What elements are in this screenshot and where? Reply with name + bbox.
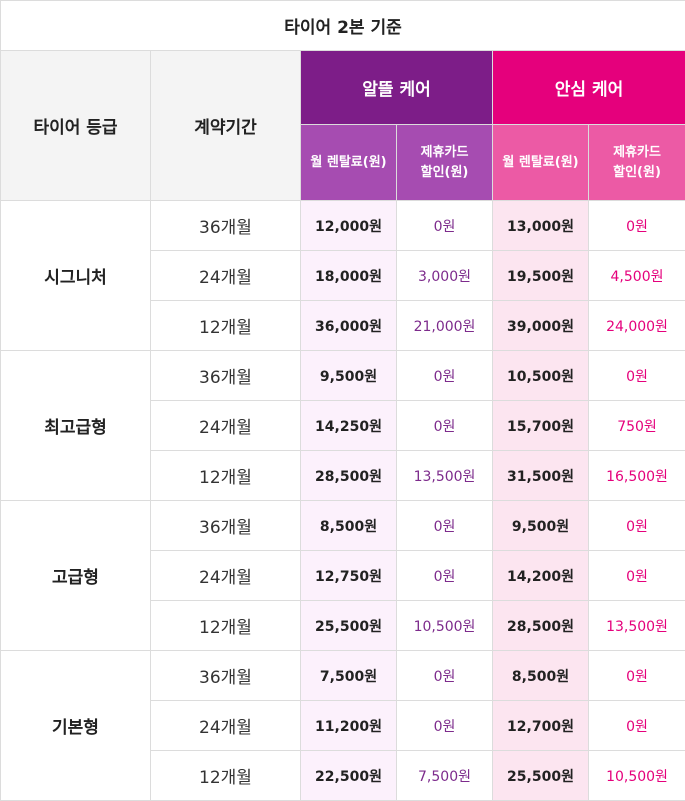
altl-card-discount: 0원 <box>397 351 493 401</box>
ansim-monthly-rent-header: 월 렌탈료(원) <box>493 125 589 201</box>
grade-name: 기본형 <box>1 651 151 801</box>
ansim-monthly-rent: 10,500원 <box>493 351 589 401</box>
ansim-card-discount: 4,500원 <box>589 251 685 301</box>
contract-term: 12개월 <box>151 451 301 501</box>
card-discount-label-line2: 할인(원) <box>613 165 661 180</box>
grade-header: 타이어 등급 <box>1 51 151 201</box>
ansim-monthly-rent: 28,500원 <box>493 601 589 651</box>
grade-name: 최고급형 <box>1 351 151 501</box>
ansim-card-discount: 13,500원 <box>589 601 685 651</box>
altl-card-discount: 0원 <box>397 401 493 451</box>
ansim-monthly-rent: 13,000원 <box>493 201 589 251</box>
ansim-monthly-rent: 12,700원 <box>493 701 589 751</box>
card-discount-label-line1: 제휴카드 <box>421 145 469 160</box>
altl-monthly-rent: 25,500원 <box>301 601 397 651</box>
grade-name: 고급형 <box>1 501 151 651</box>
ansim-monthly-rent: 8,500원 <box>493 651 589 701</box>
altl-monthly-rent: 22,500원 <box>301 751 397 801</box>
contract-term: 36개월 <box>151 501 301 551</box>
altl-card-discount: 0원 <box>397 501 493 551</box>
altl-monthly-rent-header: 월 렌탈료(원) <box>301 125 397 201</box>
ansim-monthly-rent: 25,500원 <box>493 751 589 801</box>
ansim-card-discount: 10,500원 <box>589 751 685 801</box>
contract-term: 36개월 <box>151 651 301 701</box>
ansim-monthly-rent: 31,500원 <box>493 451 589 501</box>
ansim-card-discount: 0원 <box>589 201 685 251</box>
altl-care-header: 알뜰 케어 <box>301 51 493 125</box>
altl-monthly-rent: 36,000원 <box>301 301 397 351</box>
contract-term: 36개월 <box>151 351 301 401</box>
ansim-card-discount: 0원 <box>589 351 685 401</box>
altl-card-discount: 3,000원 <box>397 251 493 301</box>
altl-monthly-rent: 7,500원 <box>301 651 397 701</box>
ansim-care-header: 안심 케어 <box>493 51 685 125</box>
contract-term: 24개월 <box>151 251 301 301</box>
ansim-card-discount: 0원 <box>589 551 685 601</box>
altl-card-discount: 13,500원 <box>397 451 493 501</box>
altl-monthly-rent: 11,200원 <box>301 701 397 751</box>
ansim-monthly-rent: 19,500원 <box>493 251 589 301</box>
contract-term: 36개월 <box>151 201 301 251</box>
ansim-card-discount: 0원 <box>589 651 685 701</box>
altl-monthly-rent: 8,500원 <box>301 501 397 551</box>
altl-card-discount: 0원 <box>397 551 493 601</box>
ansim-monthly-rent: 14,200원 <box>493 551 589 601</box>
ansim-card-discount: 16,500원 <box>589 451 685 501</box>
contract-term: 24개월 <box>151 401 301 451</box>
altl-card-discount: 10,500원 <box>397 601 493 651</box>
contract-term: 24개월 <box>151 701 301 751</box>
ansim-card-discount: 750원 <box>589 401 685 451</box>
altl-monthly-rent: 9,500원 <box>301 351 397 401</box>
altl-monthly-rent: 14,250원 <box>301 401 397 451</box>
altl-card-discount: 0원 <box>397 701 493 751</box>
altl-monthly-rent: 12,750원 <box>301 551 397 601</box>
altl-monthly-rent: 12,000원 <box>301 201 397 251</box>
grade-name: 시그니처 <box>1 201 151 351</box>
altl-monthly-rent: 28,500원 <box>301 451 397 501</box>
ansim-card-discount: 0원 <box>589 701 685 751</box>
altl-card-discount: 0원 <box>397 201 493 251</box>
ansim-monthly-rent: 15,700원 <box>493 401 589 451</box>
contract-term: 12개월 <box>151 301 301 351</box>
altl-monthly-rent: 18,000원 <box>301 251 397 301</box>
contract-term: 24개월 <box>151 551 301 601</box>
card-discount-label-line1: 제휴카드 <box>613 145 661 160</box>
ansim-card-discount: 24,000원 <box>589 301 685 351</box>
table-title: 타이어 2본 기준 <box>1 1 685 51</box>
ansim-monthly-rent: 39,000원 <box>493 301 589 351</box>
ansim-card-discount: 0원 <box>589 501 685 551</box>
altl-card-discount: 7,500원 <box>397 751 493 801</box>
altl-card-discount: 0원 <box>397 651 493 701</box>
card-discount-label-line2: 할인(원) <box>421 165 469 180</box>
term-header: 계약기간 <box>151 51 301 201</box>
contract-term: 12개월 <box>151 601 301 651</box>
altl-card-discount: 21,000원 <box>397 301 493 351</box>
contract-term: 12개월 <box>151 751 301 801</box>
ansim-monthly-rent: 9,500원 <box>493 501 589 551</box>
